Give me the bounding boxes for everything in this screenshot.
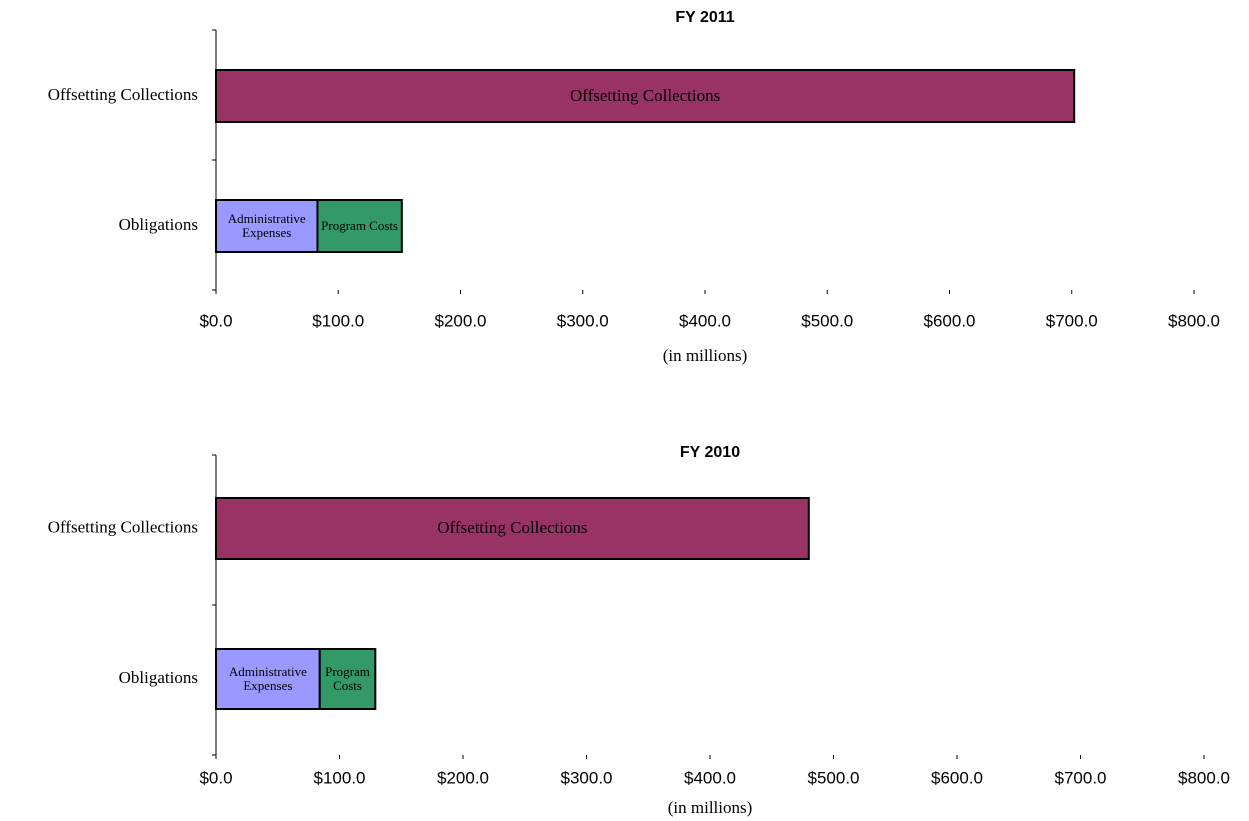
y-tick-label: Offsetting Collections <box>48 85 198 104</box>
x-tick-label: $600.0 <box>924 311 976 330</box>
x-tick-label: $700.0 <box>1055 768 1107 787</box>
x-tick-label: $200.0 <box>435 311 487 330</box>
x-tick-label: $800.0 <box>1178 768 1230 787</box>
x-tick-label: $800.0 <box>1168 311 1220 330</box>
bar <box>215 69 1076 123</box>
y-tick-label: Offsetting Collections <box>48 517 198 536</box>
x-tick-label: $300.0 <box>561 768 613 787</box>
x-tick-label: $0.0 <box>199 768 232 787</box>
x-tick-label: $600.0 <box>931 768 983 787</box>
y-tick-label: Obligations <box>119 215 198 234</box>
x-tick-label: $700.0 <box>1046 311 1098 330</box>
x-tick-label: $400.0 <box>679 311 731 330</box>
bar <box>215 497 810 560</box>
x-tick-label: $300.0 <box>557 311 609 330</box>
bar <box>215 199 319 253</box>
x-axis-label: (in millions) <box>663 346 748 365</box>
x-tick-label: $400.0 <box>684 768 736 787</box>
y-tick-label: Obligations <box>119 668 198 687</box>
bar <box>318 648 377 710</box>
x-tick-label: $100.0 <box>314 768 366 787</box>
bar <box>316 199 403 253</box>
x-tick-label: $500.0 <box>801 311 853 330</box>
x-tick-label: $0.0 <box>199 311 232 330</box>
x-axis-label: (in millions) <box>668 798 753 817</box>
bar <box>215 648 321 710</box>
x-tick-label: $100.0 <box>312 311 364 330</box>
chart-title: FY 2010 <box>680 444 740 461</box>
x-tick-label: $500.0 <box>808 768 860 787</box>
x-tick-label: $200.0 <box>437 768 489 787</box>
chart-title: FY 2011 <box>675 9 734 26</box>
